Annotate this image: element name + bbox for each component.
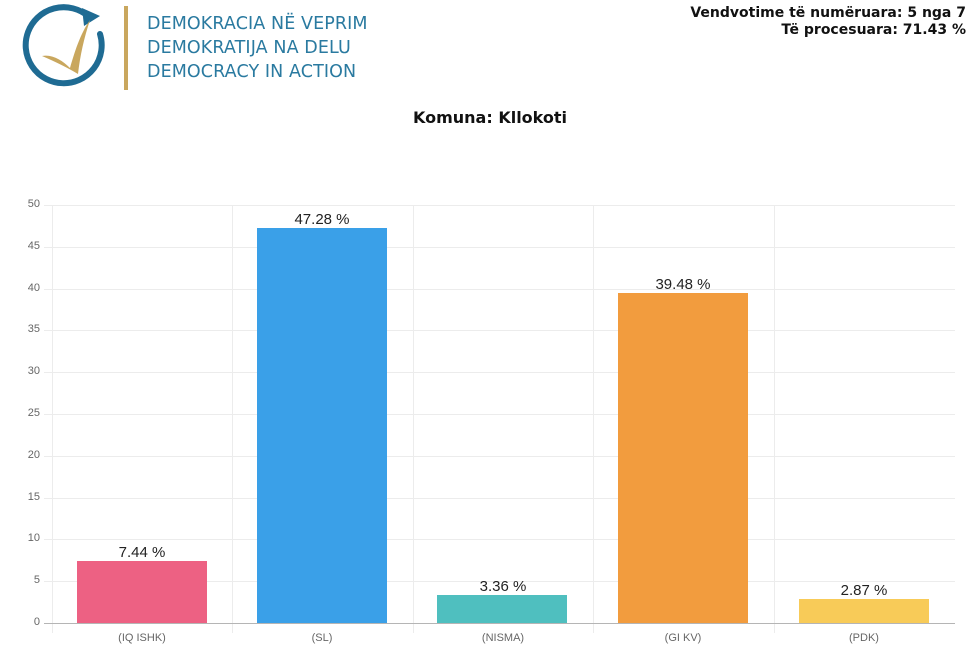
- gridline-h: [44, 581, 955, 582]
- data-label-sl: 47.28 %: [294, 211, 350, 228]
- bar-pdk: [799, 599, 929, 623]
- x-label-pdk: (PDK): [849, 632, 879, 644]
- gridline-h: [44, 330, 955, 331]
- logo-divider: [124, 6, 128, 90]
- x-label-nisma: (NISMA): [481, 632, 525, 644]
- y-tick-10: 10: [27, 532, 40, 544]
- y-tick-40: 40: [27, 282, 40, 294]
- gridline-h: [44, 372, 955, 373]
- gridline-v: [593, 205, 594, 633]
- logo-check-cycle-icon: [22, 4, 105, 87]
- bar-nisma: [437, 595, 567, 623]
- bar-sl: [257, 228, 387, 623]
- data-label-gi-kv: 39.48 %: [655, 276, 711, 293]
- data-label-iq-ishk: 7.44 %: [118, 544, 166, 561]
- y-tick-0: 0: [33, 616, 40, 628]
- logo-line-serbian: DEMOKRATIJA NA DELU: [147, 38, 351, 58]
- polling-stations-counted: Vendvotime të numëruara: 5 nga 7: [690, 5, 966, 21]
- gridline-h: [44, 289, 955, 290]
- bar-iq-ishk: [77, 561, 207, 623]
- gridline-v: [774, 205, 775, 633]
- bar-gi-kv: [618, 293, 748, 623]
- gridline-h: [44, 247, 955, 248]
- y-tick-5: 5: [33, 574, 40, 586]
- x-axis-line: [44, 623, 955, 624]
- logo: [22, 4, 112, 90]
- gridline-h: [44, 498, 955, 499]
- y-tick-25: 25: [27, 407, 40, 419]
- logo-line-albanian: DEMOKRACIA NË VEPRIM: [147, 14, 368, 34]
- gridline-h: [44, 414, 955, 415]
- gridline-h: [44, 539, 955, 540]
- y-tick-45: 45: [27, 240, 40, 252]
- gridline-h: [44, 456, 955, 457]
- logo-text: DEMOKRACIA NË VEPRIM DEMOKRATIJA NA DELU…: [147, 12, 368, 84]
- data-label-pdk: 2.87 %: [840, 582, 888, 599]
- data-label-nisma: 3.36 %: [479, 578, 527, 595]
- y-tick-35: 35: [27, 323, 40, 335]
- count-stats: Vendvotime të numëruara: 5 nga 7 Të proc…: [690, 5, 966, 39]
- gridline-v: [413, 205, 414, 633]
- gridline-h: [44, 205, 955, 206]
- gridline-v: [52, 205, 53, 633]
- x-label-iq-ishk: (IQ ISHK): [118, 632, 166, 644]
- y-tick-30: 30: [27, 365, 40, 377]
- y-tick-50: 50: [27, 198, 40, 210]
- x-label-gi-kv: (GI KV): [664, 632, 702, 644]
- processed-percentage: Të procesuara: 71.43 %: [781, 22, 966, 38]
- logo-line-english: DEMOCRACY IN ACTION: [147, 62, 357, 82]
- chart-title: Komuna: Kllokoti: [412, 108, 568, 127]
- x-label-sl: (SL): [311, 632, 333, 644]
- y-tick-15: 15: [27, 491, 40, 503]
- gridline-v: [232, 205, 233, 633]
- y-tick-20: 20: [27, 449, 40, 461]
